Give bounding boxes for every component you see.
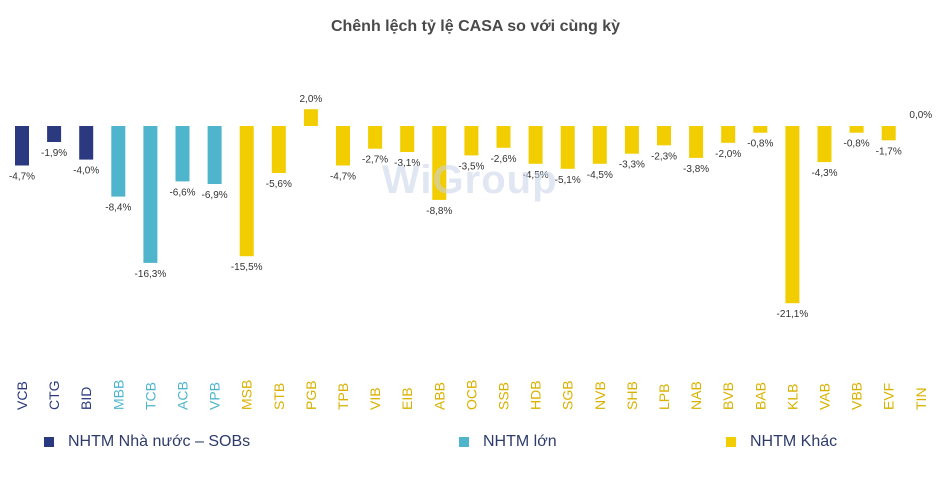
value-label-vab: -4,3% [811, 168, 837, 179]
value-label-tin: 0,0% [909, 110, 932, 121]
category-label-vab: VAB [817, 383, 833, 410]
category-label-vcb: VCB [14, 381, 30, 410]
value-label-mbb: -8,4% [105, 203, 131, 214]
category-label-tpb: TPB [335, 383, 351, 410]
value-label-bab: -0,8% [747, 139, 773, 150]
value-label-bid: -4,0% [73, 166, 99, 177]
value-label-lpb: -2,3% [651, 151, 677, 162]
category-label-stb: STB [271, 383, 287, 410]
bar-acb [175, 126, 190, 182]
value-label-evf: -1,7% [876, 146, 902, 157]
chart-title: Chênh lệch tỷ lệ CASA so với cùng kỳ [330, 18, 621, 35]
category-label-ocb: OCB [463, 380, 479, 410]
bar-tpb [336, 126, 350, 166]
bar-nab [689, 126, 704, 158]
category-label-lpb: LPB [656, 384, 672, 410]
category-label-vbb: VBB [849, 382, 865, 410]
value-label-vbb: -0,8% [844, 139, 870, 150]
bar-shb [624, 126, 639, 154]
value-label-eib: -3,1% [394, 158, 420, 169]
category-label-tcb: TCB [142, 382, 158, 410]
category-label-nvb: NVB [592, 381, 608, 410]
watermark-logo: WiGroup [382, 158, 558, 202]
bar-vab [817, 126, 832, 163]
bar-ssb [496, 126, 511, 148]
category-label-bab: BAB [752, 382, 768, 410]
value-label-stb: -5,6% [266, 179, 292, 190]
bar-sgb [560, 126, 575, 169]
legend-label-sob: NHTM Nhà nước – SOBs [68, 433, 251, 450]
category-label-sgb: SGB [560, 380, 576, 410]
bar-vpb [207, 126, 222, 184]
legend-label-large: NHTM lớn [483, 433, 557, 450]
category-label-shb: SHB [624, 381, 640, 410]
legend-item-sob: NHTM Nhà nước – SOBs [44, 433, 250, 451]
bar-ocb [464, 126, 479, 156]
category-label-acb: ACB [175, 381, 191, 410]
category-label-klb: KLB [784, 384, 800, 410]
value-label-ssb: -2,6% [490, 154, 516, 165]
category-label-tin: TIN [913, 387, 929, 410]
legend-swatch-sob [44, 437, 54, 447]
value-label-bvb: -2,0% [715, 149, 741, 160]
value-label-vcb: -4,7% [9, 172, 35, 183]
bar-evf [881, 126, 896, 141]
bar-bvb [721, 126, 736, 143]
legend-item-large: NHTM lớn [459, 433, 557, 451]
category-label-hdb: HDB [528, 380, 544, 410]
bar-ctg [47, 126, 62, 142]
value-label-tpb: -4,7% [330, 172, 356, 183]
bar-eib [400, 126, 415, 152]
value-label-vpb: -6,9% [202, 190, 228, 201]
value-label-pgb: 2,0% [300, 94, 323, 105]
bar-tcb [143, 126, 158, 263]
category-label-abb: ABB [431, 382, 447, 410]
legend-item-other: NHTM Khác [726, 433, 837, 451]
value-label-msb: -15,5% [231, 262, 263, 273]
category-label-vib: VIB [367, 387, 383, 410]
value-label-vib: -2,7% [362, 155, 388, 166]
legend-label-other: NHTM Khác [750, 433, 838, 450]
value-label-ctg: -1,9% [41, 148, 67, 159]
bar-abb [432, 126, 447, 200]
bar-mbb [111, 126, 126, 197]
category-label-ssb: SSB [496, 382, 512, 410]
value-label-abb: -8,8% [426, 206, 452, 217]
bar-klb [785, 126, 800, 304]
bar-hdb [528, 126, 543, 164]
bar-nvb [592, 126, 607, 164]
bar-vbb [849, 126, 864, 133]
category-label-pgb: PGB [303, 380, 319, 410]
value-label-nab: -3,8% [683, 164, 709, 175]
value-label-klb: -21,1% [777, 309, 809, 320]
category-label-vpb: VPB [207, 382, 223, 410]
value-label-ocb: -3,5% [458, 161, 484, 172]
category-label-msb: MSB [239, 380, 255, 410]
category-label-bid: BID [78, 387, 94, 410]
category-label-eib: EIB [399, 387, 415, 410]
bar-msb [239, 126, 254, 257]
bar-vcb [15, 126, 29, 166]
bar-vib [368, 126, 383, 149]
value-label-sgb: -5,1% [555, 175, 581, 186]
legend-swatch-large [459, 437, 469, 447]
category-label-mbb: MBB [110, 380, 126, 410]
bar-pgb [303, 109, 318, 126]
category-label-nab: NAB [688, 381, 704, 410]
bar-bab [753, 126, 768, 133]
bar-lpb [657, 126, 671, 146]
value-label-tcb: -16,3% [135, 269, 167, 280]
category-label-evf: EVF [881, 383, 897, 410]
value-label-hdb: -4,5% [523, 170, 549, 181]
category-label-ctg: CTG [46, 380, 62, 410]
bar-stb [271, 126, 286, 173]
legend-swatch-other [726, 437, 736, 447]
value-label-acb: -6,6% [169, 187, 195, 198]
value-label-shb: -3,3% [619, 160, 645, 171]
value-label-nvb: -4,5% [587, 170, 613, 181]
bar-bid [79, 126, 94, 160]
category-label-bvb: BVB [720, 382, 736, 410]
